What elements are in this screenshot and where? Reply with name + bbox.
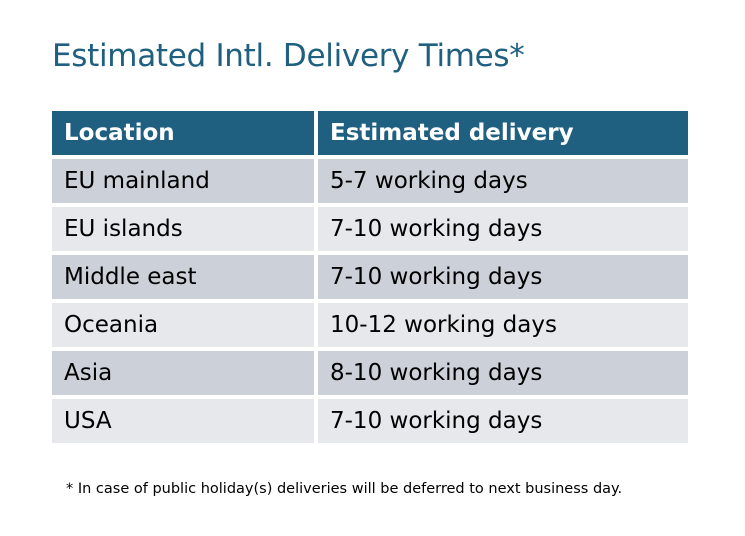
location-cell: USA (52, 399, 314, 443)
delivery-times-table: Location Estimated delivery EU mainland … (48, 107, 692, 447)
delivery-cell: 8-10 working days (318, 351, 688, 395)
table-row: Oceania 10-12 working days (52, 303, 688, 347)
location-cell: Middle east (52, 255, 314, 299)
table-row: USA 7-10 working days (52, 399, 688, 443)
footnote: * In case of public holiday(s) deliverie… (66, 481, 623, 497)
table-row: Middle east 7-10 working days (52, 255, 688, 299)
page-title: Estimated Intl. Delivery Times* (52, 38, 525, 74)
table-row: EU mainland 5-7 working days (52, 159, 688, 203)
location-cell: EU mainland (52, 159, 314, 203)
location-cell: Oceania (52, 303, 314, 347)
delivery-cell: 5-7 working days (318, 159, 688, 203)
delivery-cell: 7-10 working days (318, 255, 688, 299)
header-location: Location (52, 111, 314, 155)
location-cell: Asia (52, 351, 314, 395)
header-estimated-delivery: Estimated delivery (318, 111, 688, 155)
location-cell: EU islands (52, 207, 314, 251)
delivery-cell: 7-10 working days (318, 207, 688, 251)
delivery-cell: 10-12 working days (318, 303, 688, 347)
table-header-row: Location Estimated delivery (52, 111, 688, 155)
delivery-cell: 7-10 working days (318, 399, 688, 443)
table-row: EU islands 7-10 working days (52, 207, 688, 251)
table-row: Asia 8-10 working days (52, 351, 688, 395)
